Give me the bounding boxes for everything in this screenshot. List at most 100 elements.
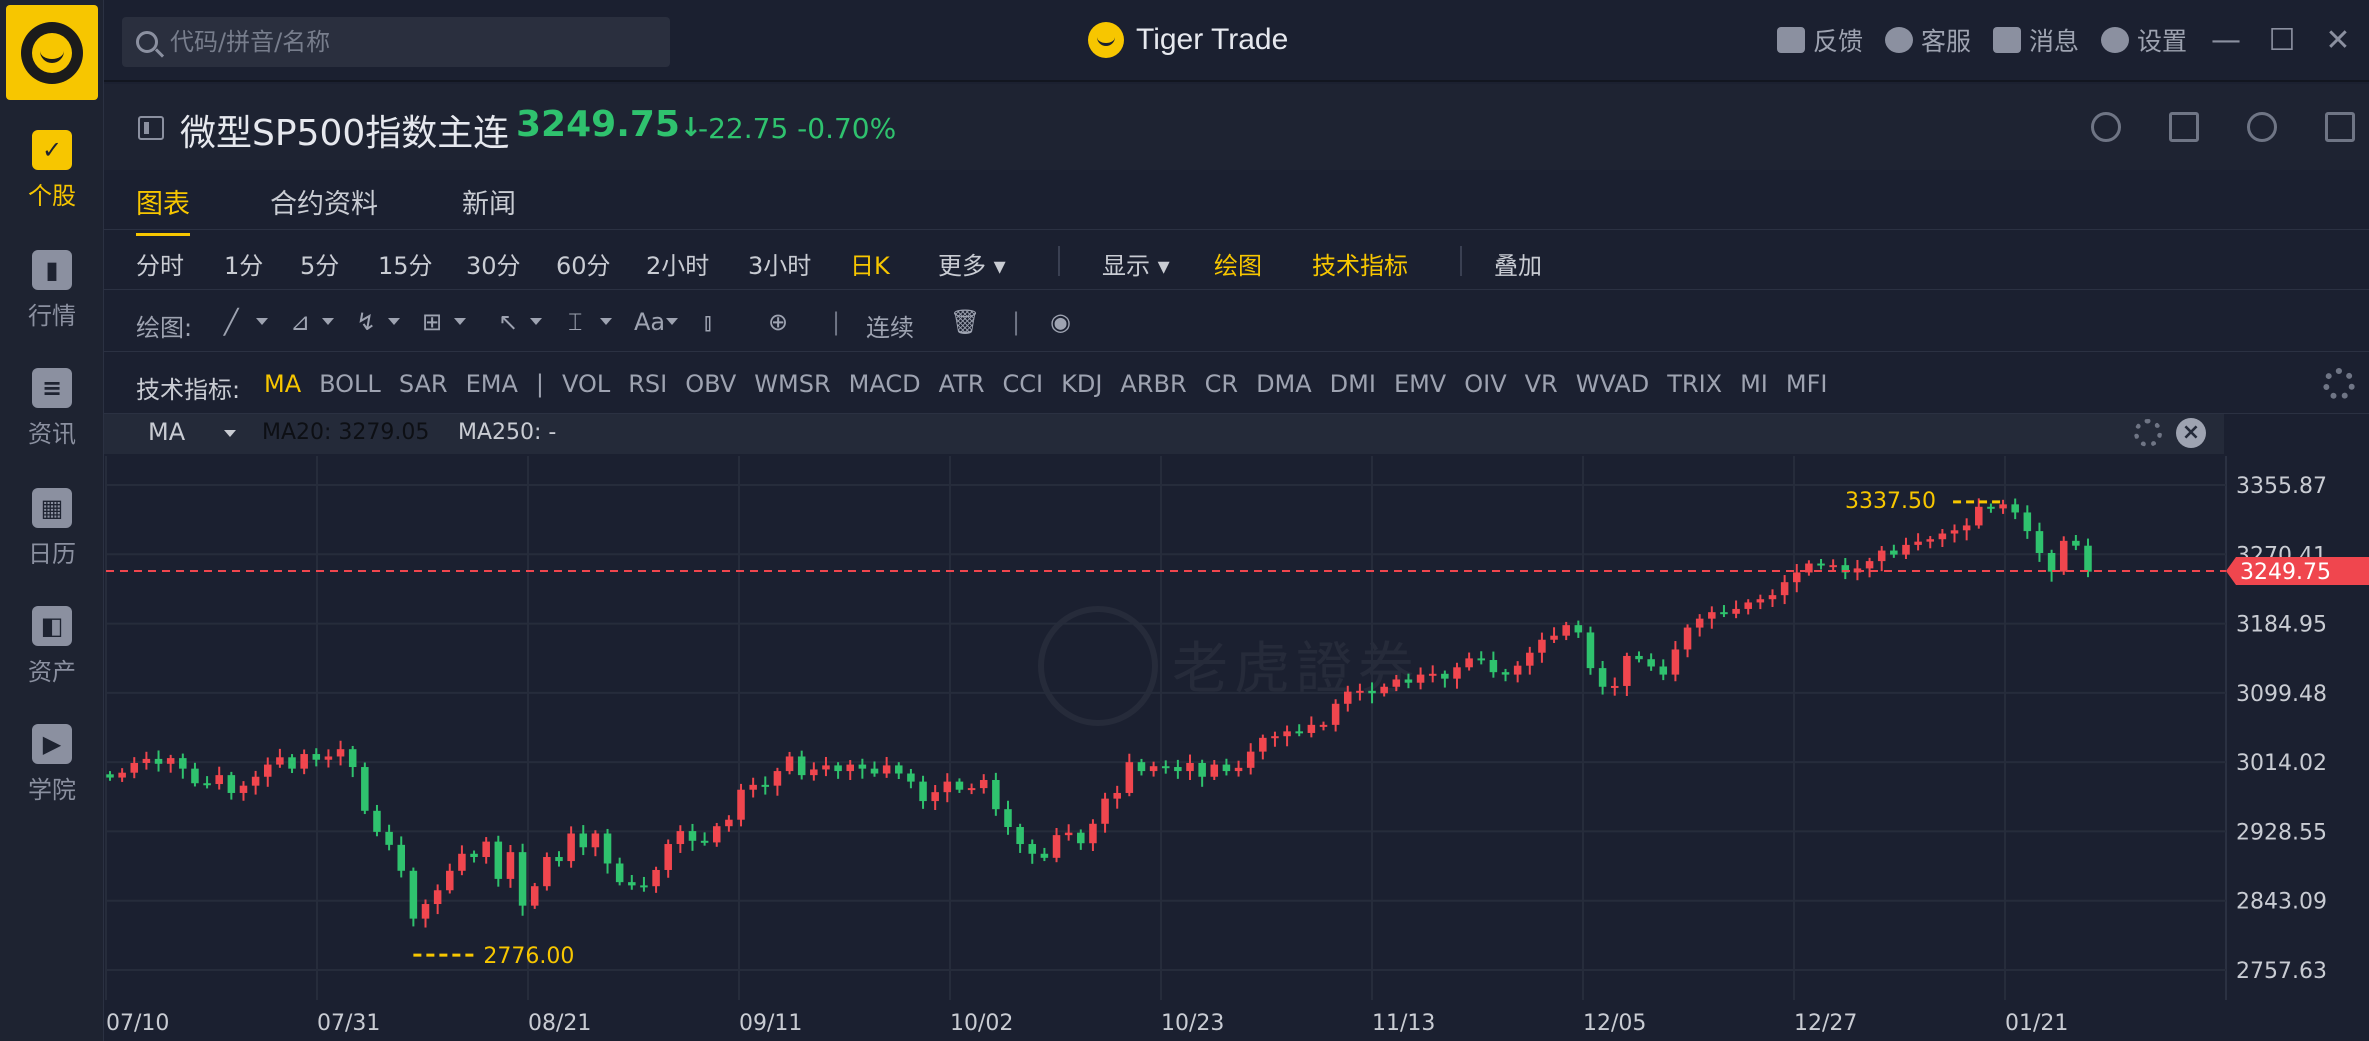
tab-chart[interactable]: 图表: [136, 182, 190, 236]
sidebar-item-calendar[interactable]: ▦ 日历: [0, 488, 104, 569]
indicator-oiv[interactable]: OIV: [1464, 370, 1507, 398]
indicator-macd[interactable]: MACD: [848, 370, 921, 398]
divider: [1058, 246, 1060, 276]
indicator-cci[interactable]: CCI: [1002, 370, 1044, 398]
indicator-wmsr[interactable]: WMSR: [754, 370, 831, 398]
period-15min[interactable]: 15分: [378, 252, 433, 280]
candle-body: [446, 870, 454, 891]
indicator-settings-gear-icon[interactable]: [2323, 368, 2355, 400]
candle-tool-icon[interactable]: ⫾: [704, 308, 712, 336]
fibonacci-tool-icon[interactable]: ⊞: [422, 308, 466, 336]
service-button[interactable]: 客服: [1884, 22, 1971, 58]
sidebar-item-stock[interactable]: ✓ 个股: [0, 130, 104, 211]
period-60min[interactable]: 60分: [556, 252, 611, 280]
text-tool-icon[interactable]: Aa: [634, 308, 678, 336]
indicator-ma[interactable]: MA: [264, 370, 302, 398]
close-button[interactable]: ✕: [2325, 22, 2351, 58]
measure-tool-icon[interactable]: ⌶: [568, 308, 612, 336]
candle-body: [700, 840, 709, 843]
zoom-icon[interactable]: ⊕: [768, 308, 789, 336]
search-box[interactable]: [122, 17, 670, 67]
indicator-sar[interactable]: SAR: [398, 370, 448, 398]
sidebar-item-market[interactable]: ▮ 行情: [0, 250, 104, 331]
eye-icon[interactable]: ◉: [1050, 308, 1071, 336]
tech-indicator-toggle[interactable]: 技术指标: [1312, 252, 1408, 280]
chevron-down-icon[interactable]: [224, 430, 236, 437]
candle-body: [640, 885, 648, 888]
overlay-button[interactable]: 叠加: [1494, 252, 1542, 280]
candle-body: [1501, 672, 1510, 675]
indicator-vr[interactable]: VR: [1524, 370, 1558, 398]
wave-tool-icon[interactable]: ↯: [356, 308, 400, 336]
sidebar-item-assets[interactable]: ◧ 资产: [0, 606, 104, 687]
x-tick-label: 12/27: [1794, 1011, 1857, 1036]
indicator-wvad[interactable]: WVAD: [1575, 370, 1650, 398]
maximize-button[interactable]: ☐: [2268, 22, 2296, 58]
period-intraday[interactable]: 分时: [136, 252, 184, 280]
candle-body: [179, 758, 187, 769]
indicator-ema[interactable]: EMA: [465, 370, 518, 398]
period-30min[interactable]: 30分: [466, 252, 521, 280]
candle-body: [1902, 544, 1910, 555]
ma-selector[interactable]: MA: [148, 418, 186, 446]
indicator-cr[interactable]: CR: [1204, 370, 1239, 398]
market-icon: ▮: [32, 250, 72, 290]
indicator-vol[interactable]: VOL: [561, 370, 611, 398]
line-tool-icon[interactable]: ╱: [224, 308, 268, 336]
indicator-rsi[interactable]: RSI: [628, 370, 668, 398]
y-tick-label: 3184.95: [2236, 613, 2327, 638]
period-daily[interactable]: 日K: [850, 252, 890, 280]
candle-body: [676, 831, 685, 845]
star-icon[interactable]: [2247, 112, 2277, 142]
candle-body: [263, 764, 272, 777]
candle-body: [1756, 599, 1765, 603]
panel-toggle-icon[interactable]: [138, 116, 164, 140]
refresh-icon[interactable]: [2091, 112, 2121, 142]
period-2h[interactable]: 2小时: [646, 252, 710, 280]
draw-toggle[interactable]: 绘图: [1214, 252, 1262, 280]
period-3h[interactable]: 3小时: [748, 252, 812, 280]
period-more-dropdown[interactable]: 更多 ▾: [938, 252, 1006, 280]
trash-icon[interactable]: 🗑: [950, 308, 981, 336]
search-input[interactable]: [170, 28, 650, 56]
period-1min[interactable]: 1分: [224, 252, 264, 280]
indicator-mfi[interactable]: MFI: [1785, 370, 1828, 398]
sidebar-item-academy[interactable]: ▶ 学院: [0, 724, 104, 805]
indicator-atr[interactable]: ATR: [938, 370, 985, 398]
continuous-toggle[interactable]: 连续: [866, 314, 914, 342]
indicator-trix[interactable]: TRIX: [1667, 370, 1723, 398]
x-tick-label: 09/11: [739, 1011, 802, 1036]
sidebar-panel-icon[interactable]: [2325, 112, 2355, 142]
candle-body: [288, 757, 296, 769]
indicator-arbr[interactable]: ARBR: [1120, 370, 1187, 398]
ma-settings-gear-icon[interactable]: [2134, 419, 2162, 447]
candle-body: [979, 779, 988, 789]
period-bar: 分时 1分 5分 15分 30分 60分 2小时 3小时 日K 更多 ▾ 显示 …: [104, 232, 2369, 290]
ma-close-icon[interactable]: ×: [2176, 418, 2206, 448]
indicator-dmi[interactable]: DMI: [1329, 370, 1376, 398]
messages-button[interactable]: 消息: [1992, 22, 2079, 58]
minimize-button[interactable]: —: [2211, 22, 2241, 58]
sidebar-item-label: 行情: [28, 302, 76, 330]
period-5min[interactable]: 5分: [300, 252, 340, 280]
display-dropdown[interactable]: 显示 ▾: [1102, 252, 1170, 280]
candle-body: [251, 776, 260, 786]
indicator-boll[interactable]: BOLL: [319, 370, 381, 398]
indicator-obv[interactable]: OBV: [685, 370, 737, 398]
tab-news[interactable]: 新闻: [462, 189, 516, 220]
settings-button[interactable]: 设置: [2100, 22, 2187, 58]
feedback-button[interactable]: 反馈: [1776, 22, 1863, 58]
candle-body: [664, 844, 672, 870]
candle-body: [1708, 612, 1716, 619]
channel-tool-icon[interactable]: ⊿: [290, 308, 334, 336]
indicator-dma[interactable]: DMA: [1256, 370, 1312, 398]
indicator-emv[interactable]: EMV: [1393, 370, 1447, 398]
arrow-tool-icon[interactable]: ↖: [498, 308, 542, 336]
candle-body: [397, 844, 406, 871]
indicator-mi[interactable]: MI: [1740, 370, 1768, 398]
tiger-logo[interactable]: [6, 5, 98, 100]
sidebar-item-news[interactable]: ≡ 资讯: [0, 368, 104, 449]
grid-icon[interactable]: [2169, 112, 2199, 142]
indicator-kdj[interactable]: KDJ: [1061, 370, 1103, 398]
tab-contract[interactable]: 合约资料: [270, 189, 378, 220]
